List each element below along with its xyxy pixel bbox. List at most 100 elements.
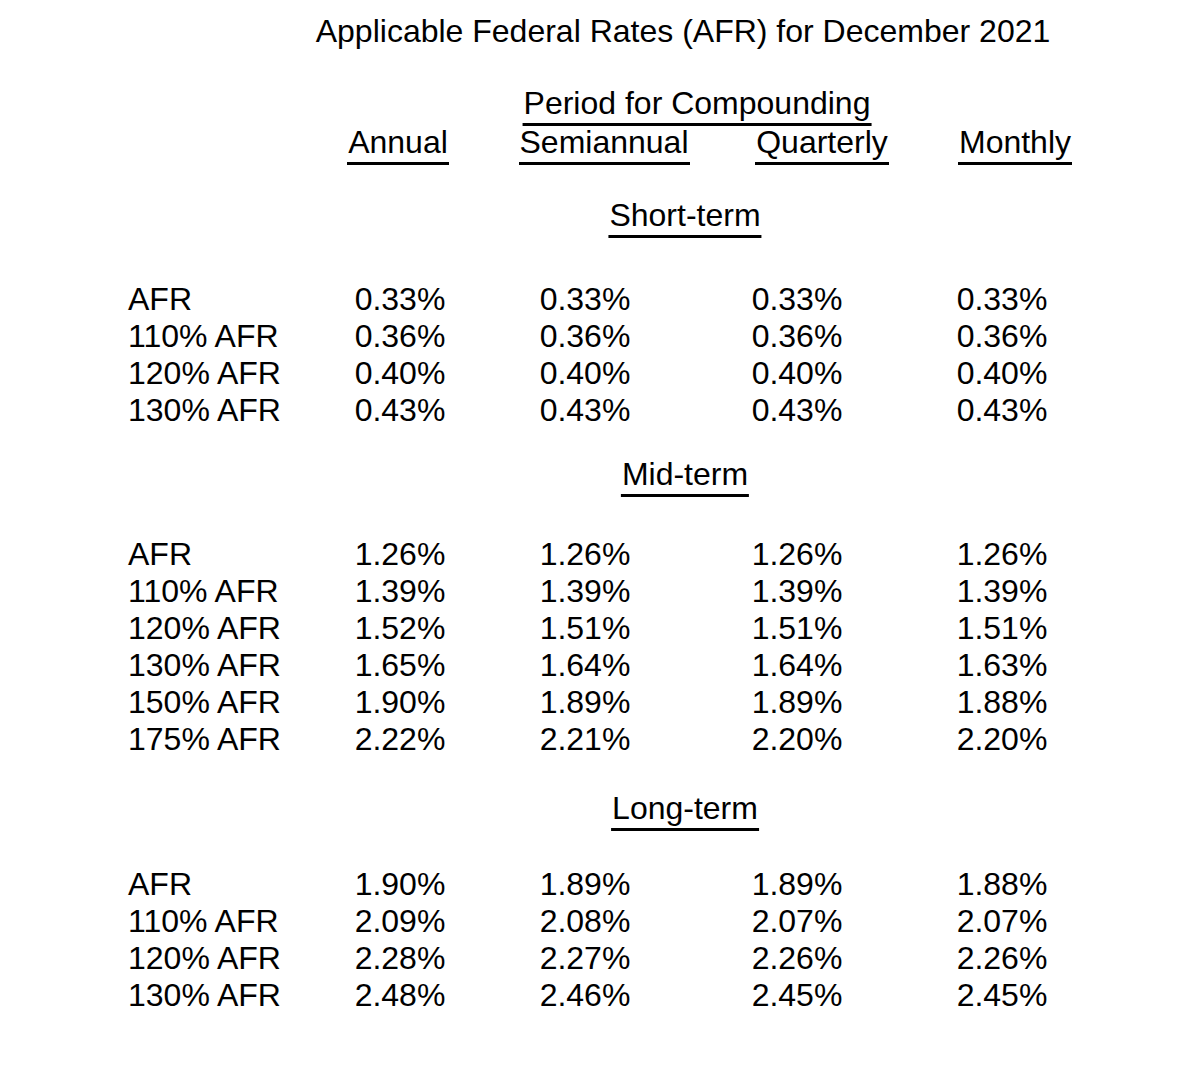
rate-value-semiannual: 1.39% — [460, 573, 710, 610]
rate-value-semiannual: 2.27% — [460, 940, 710, 977]
rate-value-quarterly: 2.20% — [710, 721, 884, 758]
rate-value-annual: 0.40% — [340, 355, 460, 392]
section-rows-long-term: AFR 1.90% 1.89% 1.89% 1.88% 110% AFR 2.0… — [0, 866, 1202, 1014]
rate-value-monthly: 0.43% — [884, 392, 1120, 429]
section-heading-long-term: Long-term — [611, 790, 759, 831]
table-row: 110% AFR 0.36% 0.36% 0.36% 0.36% — [0, 318, 1202, 355]
rate-value-semiannual: 0.36% — [460, 318, 710, 355]
row-label: 120% AFR — [128, 940, 340, 977]
rate-value-quarterly: 1.39% — [710, 573, 884, 610]
rate-value-semiannual: 1.64% — [460, 647, 710, 684]
rate-value-quarterly: 0.36% — [710, 318, 884, 355]
rate-value-quarterly: 0.43% — [710, 392, 884, 429]
column-header-row: Annual Semiannual Quarterly Monthly — [0, 124, 1202, 165]
row-label: 130% AFR — [128, 977, 340, 1014]
rate-value-annual: 2.28% — [340, 940, 460, 977]
row-label: AFR — [128, 866, 340, 903]
rate-value-quarterly: 1.89% — [710, 684, 884, 721]
table-row: 130% AFR 0.43% 0.43% 0.43% 0.43% — [0, 392, 1202, 429]
table-row: 120% AFR 2.28% 2.27% 2.26% 2.26% — [0, 940, 1202, 977]
rate-value-semiannual: 1.51% — [460, 610, 710, 647]
rate-value-quarterly: 0.33% — [710, 281, 884, 318]
rate-value-annual: 1.65% — [340, 647, 460, 684]
rate-value-semiannual: 0.40% — [460, 355, 710, 392]
rate-value-annual: 1.90% — [340, 684, 460, 721]
rate-value-annual: 1.26% — [340, 536, 460, 573]
rate-value-monthly: 2.26% — [884, 940, 1120, 977]
table-row: 110% AFR 2.09% 2.08% 2.07% 2.07% — [0, 903, 1202, 940]
compounding-group-header-text: Period for Compounding — [523, 85, 872, 126]
row-label: 130% AFR — [128, 647, 340, 684]
table-row: 130% AFR 2.48% 2.46% 2.45% 2.45% — [0, 977, 1202, 1014]
section-rows-mid-term: AFR 1.26% 1.26% 1.26% 1.26% 110% AFR 1.3… — [0, 536, 1202, 758]
rate-value-quarterly: 1.26% — [710, 536, 884, 573]
rate-value-monthly: 0.36% — [884, 318, 1120, 355]
column-header-quarterly: Quarterly — [710, 124, 884, 165]
row-label: 110% AFR — [128, 903, 340, 940]
rate-value-monthly: 1.88% — [884, 684, 1120, 721]
rate-value-monthly: 2.45% — [884, 977, 1120, 1014]
rate-value-quarterly: 2.26% — [710, 940, 884, 977]
column-header-semiannual: Semiannual — [460, 124, 710, 165]
rate-value-annual: 2.48% — [340, 977, 460, 1014]
rate-value-monthly: 1.26% — [884, 536, 1120, 573]
rate-value-monthly: 1.51% — [884, 610, 1120, 647]
rate-value-annual: 2.22% — [340, 721, 460, 758]
rate-value-monthly: 0.40% — [884, 355, 1120, 392]
row-label: 130% AFR — [128, 392, 340, 429]
rate-value-monthly: 1.39% — [884, 573, 1120, 610]
rate-value-semiannual: 2.46% — [460, 977, 710, 1014]
rate-value-semiannual: 2.21% — [460, 721, 710, 758]
rate-value-annual: 1.52% — [340, 610, 460, 647]
rate-value-semiannual: 2.08% — [460, 903, 710, 940]
row-label: AFR — [128, 281, 340, 318]
rate-value-quarterly: 2.45% — [710, 977, 884, 1014]
rate-value-monthly: 2.07% — [884, 903, 1120, 940]
rate-value-quarterly: 1.89% — [710, 866, 884, 903]
rate-value-annual: 0.36% — [340, 318, 460, 355]
row-label: 120% AFR — [128, 355, 340, 392]
table-row: 130% AFR 1.65% 1.64% 1.64% 1.63% — [0, 647, 1202, 684]
table-row: 150% AFR 1.90% 1.89% 1.89% 1.88% — [0, 684, 1202, 721]
rate-value-quarterly: 2.07% — [710, 903, 884, 940]
column-header-spacer — [128, 124, 340, 165]
table-row: AFR 1.90% 1.89% 1.89% 1.88% — [0, 866, 1202, 903]
rate-value-monthly: 1.63% — [884, 647, 1120, 684]
row-label: 175% AFR — [128, 721, 340, 758]
rate-value-quarterly: 1.64% — [710, 647, 884, 684]
row-label: 150% AFR — [128, 684, 340, 721]
rate-value-semiannual: 0.43% — [460, 392, 710, 429]
section-heading-short-term: Short-term — [608, 197, 761, 238]
row-label: AFR — [128, 536, 340, 573]
table-row: 120% AFR 0.40% 0.40% 0.40% 0.40% — [0, 355, 1202, 392]
row-label: 110% AFR — [128, 318, 340, 355]
table-row: 110% AFR 1.39% 1.39% 1.39% 1.39% — [0, 573, 1202, 610]
rate-value-quarterly: 1.51% — [710, 610, 884, 647]
column-header-annual: Annual — [340, 124, 460, 165]
rate-value-monthly: 1.88% — [884, 866, 1120, 903]
rate-value-semiannual: 0.33% — [460, 281, 710, 318]
rate-value-annual: 2.09% — [340, 903, 460, 940]
rate-value-semiannual: 1.89% — [460, 684, 710, 721]
rate-value-annual: 0.33% — [340, 281, 460, 318]
table-row: AFR 1.26% 1.26% 1.26% 1.26% — [0, 536, 1202, 573]
rate-value-monthly: 0.33% — [884, 281, 1120, 318]
table-row: AFR 0.33% 0.33% 0.33% 0.33% — [0, 281, 1202, 318]
rate-value-annual: 1.90% — [340, 866, 460, 903]
row-label: 120% AFR — [128, 610, 340, 647]
table-row: 120% AFR 1.52% 1.51% 1.51% 1.51% — [0, 610, 1202, 647]
rate-value-monthly: 2.20% — [884, 721, 1120, 758]
afr-document-page: Applicable Federal Rates (AFR) for Decem… — [0, 0, 1202, 1084]
rate-value-semiannual: 1.26% — [460, 536, 710, 573]
row-label: 110% AFR — [128, 573, 340, 610]
rate-value-annual: 1.39% — [340, 573, 460, 610]
page-title: Applicable Federal Rates (AFR) for Decem… — [316, 13, 1051, 50]
table-row: 175% AFR 2.22% 2.21% 2.20% 2.20% — [0, 721, 1202, 758]
compounding-group-header: Period for Compounding — [523, 85, 872, 126]
column-header-monthly: Monthly — [884, 124, 1120, 165]
rate-value-quarterly: 0.40% — [710, 355, 884, 392]
rate-value-semiannual: 1.89% — [460, 866, 710, 903]
rate-value-annual: 0.43% — [340, 392, 460, 429]
section-rows-short-term: AFR 0.33% 0.33% 0.33% 0.33% 110% AFR 0.3… — [0, 281, 1202, 429]
section-heading-mid-term: Mid-term — [621, 456, 749, 497]
